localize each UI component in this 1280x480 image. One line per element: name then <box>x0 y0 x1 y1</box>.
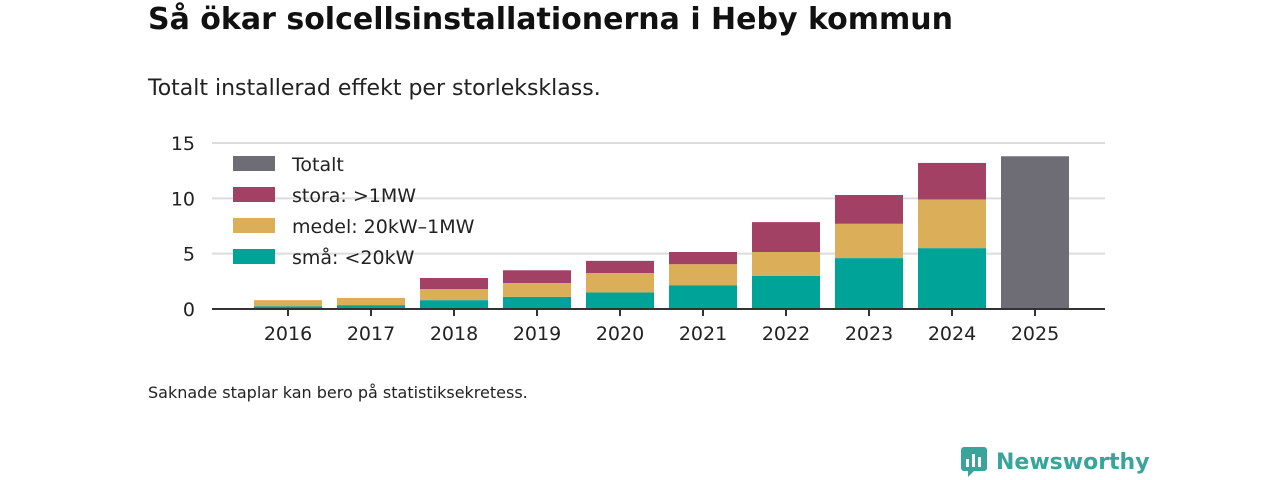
bar-segment-2022 <box>752 252 820 276</box>
bar-segment-2021 <box>669 252 737 265</box>
x-tick-label: 2020 <box>596 323 644 345</box>
bar-segment-2019 <box>503 296 571 309</box>
legend-swatch <box>233 156 275 171</box>
x-tick-label: 2021 <box>679 323 727 345</box>
bar-segment-2022 <box>752 222 820 253</box>
y-tick-label: 5 <box>183 244 195 266</box>
bar-segment-2020 <box>586 273 654 293</box>
bar-segment-2023 <box>835 258 903 309</box>
brand-name: Newsworthy <box>996 449 1150 475</box>
legend-label: stora: >1MW <box>292 185 416 207</box>
bar-segment-2024 <box>918 199 986 249</box>
bar-segment-2017 <box>337 297 405 306</box>
bar-segment-2016 <box>254 300 322 307</box>
bar-segment-2022 <box>752 275 820 309</box>
legend-label: små: <20kW <box>292 246 415 269</box>
bar-segment-2019 <box>503 270 571 283</box>
bar-segment-2020 <box>586 292 654 309</box>
chart-title: Så ökar solcellsinstallationerna i Heby … <box>148 2 953 37</box>
legend-swatch <box>233 187 275 202</box>
legend-swatch <box>233 218 275 233</box>
x-tick-label: 2019 <box>513 323 561 345</box>
bar-segment-2019 <box>503 282 571 297</box>
legend-label: Totalt <box>291 154 344 176</box>
bar-segment-2023 <box>835 195 903 224</box>
bar-segment-2021 <box>669 264 737 286</box>
newsworthy-logo-icon <box>961 447 987 477</box>
y-tick-label: 10 <box>171 188 195 210</box>
y-tick-label: 0 <box>183 299 195 321</box>
bar-segment-2018 <box>420 289 488 301</box>
legend-swatch <box>233 249 275 264</box>
bar-segment-2020 <box>586 260 654 274</box>
x-tick-label: 2022 <box>762 323 810 345</box>
x-tick-label: 2017 <box>347 323 395 345</box>
x-tick-label: 2018 <box>430 323 478 345</box>
bar-segment-2018 <box>420 278 488 290</box>
bar-segment-2023 <box>835 223 903 259</box>
bar-segment-2021 <box>669 285 737 309</box>
brand-logo: Newsworthy <box>960 446 1150 478</box>
footnote: Saknade staplar kan bero på statistiksek… <box>148 383 528 402</box>
bar-segment-2016 <box>254 306 322 309</box>
bar-segment-2024 <box>918 248 986 309</box>
x-tick-label: 2024 <box>928 323 976 345</box>
x-tick-label: 2023 <box>845 323 893 345</box>
bar-segment-2025 <box>1001 156 1069 309</box>
x-tick-label: 2025 <box>1011 323 1059 345</box>
bar-segment-2024 <box>918 162 986 200</box>
x-tick-label: 2016 <box>264 323 312 345</box>
bar-segment-2017 <box>337 305 405 309</box>
chart-subtitle: Totalt installerad effekt per storlekskl… <box>148 76 601 101</box>
y-tick-label: 15 <box>171 133 195 155</box>
bar-segment-2018 <box>420 300 488 309</box>
legend-label: medel: 20kW–1MW <box>292 216 475 238</box>
